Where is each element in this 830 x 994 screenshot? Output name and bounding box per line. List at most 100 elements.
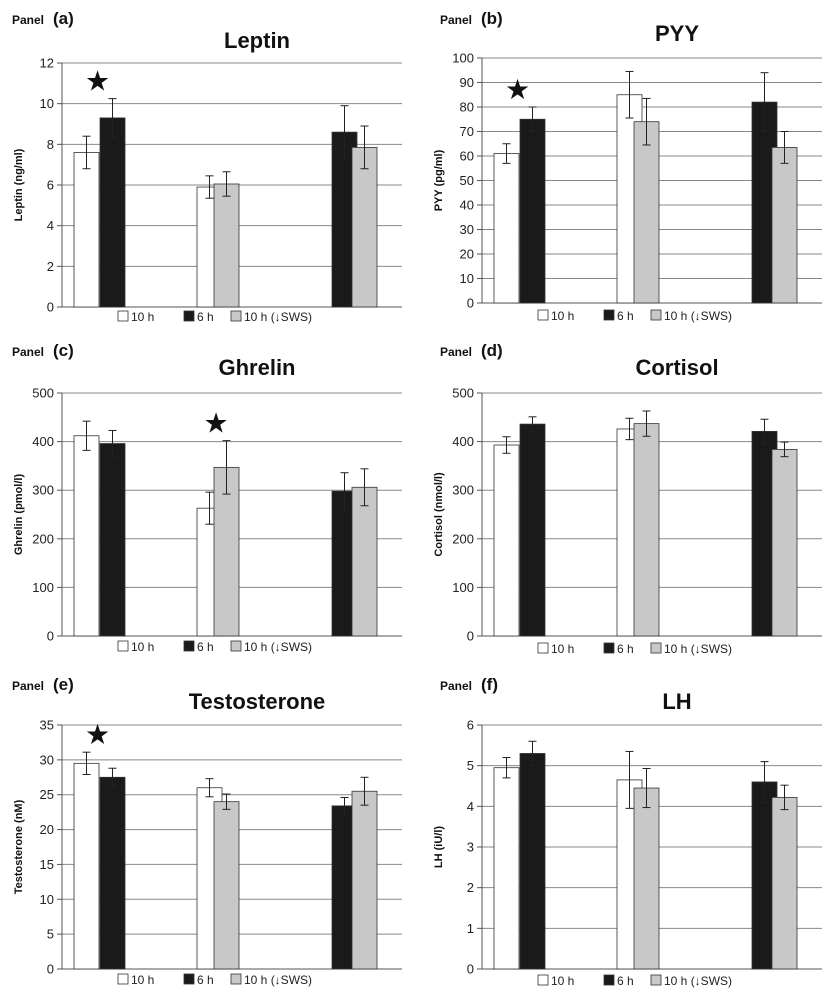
y-tick-label: 10 bbox=[40, 892, 54, 907]
y-tick-label: 80 bbox=[460, 100, 474, 115]
panel-f: Panel (f) LH 0 1 2 3 4 5 6 LH (iU/l) 10 h 6 h 10 h (↓… bbox=[433, 675, 822, 988]
significance-star: ★ bbox=[85, 65, 110, 98]
legend-label: 6 h bbox=[617, 974, 634, 988]
y-tick-label: 400 bbox=[452, 434, 474, 449]
y-tick-label: 300 bbox=[452, 483, 474, 498]
y-tick-label: 15 bbox=[40, 857, 54, 872]
bar bbox=[213, 183, 240, 308]
y-tick-label: 90 bbox=[460, 75, 474, 90]
y-tick-label: 0 bbox=[467, 962, 474, 977]
legend-swatch bbox=[230, 640, 242, 652]
bar bbox=[99, 117, 126, 308]
legend-swatch bbox=[537, 309, 549, 321]
legend-swatch bbox=[117, 640, 129, 652]
y-tick-label: 20 bbox=[40, 822, 54, 837]
legend-label: 10 h (↓SWS) bbox=[244, 640, 312, 654]
y-axis-label: Ghrelin (pmol/l) bbox=[13, 474, 25, 556]
legend-label: 10 h bbox=[551, 974, 574, 988]
bar bbox=[519, 118, 546, 304]
bar bbox=[73, 435, 100, 637]
panel-letter: (f) bbox=[481, 675, 498, 694]
legend-label: 10 h bbox=[131, 640, 154, 654]
y-tick-label: 200 bbox=[452, 531, 474, 546]
y-axis-label: Testosterone (nM) bbox=[13, 799, 25, 894]
chart-title: Leptin bbox=[224, 28, 290, 53]
y-tick-label: 6 bbox=[467, 718, 474, 733]
panel-label: Panel bbox=[440, 679, 472, 693]
y-tick-label: 100 bbox=[32, 580, 54, 595]
y-tick-label: 200 bbox=[32, 531, 54, 546]
legend-label: 6 h bbox=[197, 310, 214, 324]
y-tick-label: 4 bbox=[467, 799, 474, 814]
y-tick-label: 35 bbox=[40, 718, 54, 733]
y-tick-label: 5 bbox=[467, 758, 474, 773]
y-tick-label: 0 bbox=[47, 962, 54, 977]
y-tick-label: 100 bbox=[452, 580, 474, 595]
y-tick-label: 500 bbox=[452, 386, 474, 401]
legend-swatch bbox=[537, 974, 549, 986]
y-tick-label: 30 bbox=[460, 222, 474, 237]
panel-label: Panel bbox=[440, 345, 472, 359]
panel-letter: (c) bbox=[53, 341, 74, 360]
bar bbox=[771, 448, 798, 637]
panel-b: Panel (b) PYY 0 10 20 30 40 50 60 70 80 90 100 PYY (pg… bbox=[433, 9, 822, 323]
legend-label: 10 h (↓SWS) bbox=[664, 642, 732, 656]
panel-d: Panel (d) Cortisol 0 100 200 300 400 500 Cortisol… bbox=[433, 341, 822, 656]
legend-label: 10 h (↓SWS) bbox=[664, 309, 732, 323]
y-tick-label: 300 bbox=[32, 483, 54, 498]
bar bbox=[771, 147, 798, 304]
legend-swatch bbox=[603, 642, 615, 654]
legend: 10 h 6 h 10 h (↓SWS) bbox=[537, 974, 732, 988]
legend-swatch bbox=[537, 642, 549, 654]
y-tick-label: 4 bbox=[47, 218, 54, 233]
y-tick-label: 5 bbox=[47, 927, 54, 942]
y-tick-label: 0 bbox=[467, 296, 474, 311]
y-tick-label: 10 bbox=[460, 271, 474, 286]
y-tick-label: 50 bbox=[460, 173, 474, 188]
y-tick-label: 2 bbox=[467, 880, 474, 895]
legend: 10 h 6 h 10 h (↓SWS) bbox=[117, 640, 312, 654]
bar bbox=[351, 146, 378, 308]
legend-swatch bbox=[603, 309, 615, 321]
chart-title: Cortisol bbox=[635, 355, 718, 380]
significance-star: ★ bbox=[85, 718, 110, 751]
y-tick-label: 30 bbox=[40, 752, 54, 767]
y-tick-label: 500 bbox=[32, 386, 54, 401]
y-tick-label: 25 bbox=[40, 787, 54, 802]
panel-letter: (d) bbox=[481, 341, 503, 360]
panel-label: Panel bbox=[12, 13, 44, 27]
bar bbox=[493, 767, 520, 970]
y-axis-label: Cortisol (nmol/l) bbox=[433, 472, 445, 557]
bar bbox=[633, 121, 660, 304]
legend-label: 6 h bbox=[197, 640, 214, 654]
y-tick-label: 400 bbox=[32, 434, 54, 449]
legend-label: 10 h bbox=[131, 973, 154, 987]
legend-swatch bbox=[183, 973, 195, 985]
legend-swatch bbox=[603, 974, 615, 986]
legend-label: 6 h bbox=[197, 973, 214, 987]
legend-label: 10 h bbox=[551, 642, 574, 656]
y-tick-label: 12 bbox=[40, 56, 54, 71]
legend-swatch bbox=[230, 310, 242, 322]
legend-swatch bbox=[183, 640, 195, 652]
legend-label: 10 h (↓SWS) bbox=[664, 974, 732, 988]
panel-letter: (b) bbox=[481, 9, 503, 28]
y-tick-label: 10 bbox=[40, 96, 54, 111]
y-tick-label: 8 bbox=[47, 137, 54, 152]
y-tick-label: 100 bbox=[452, 51, 474, 66]
bar bbox=[73, 762, 100, 970]
y-axis-label: LH (iU/l) bbox=[433, 826, 445, 868]
y-tick-label: 0 bbox=[467, 629, 474, 644]
y-tick-label: 6 bbox=[47, 178, 54, 193]
bar bbox=[771, 796, 798, 970]
legend: 10 h 6 h 10 h (↓SWS) bbox=[537, 642, 732, 656]
panel-letter: (e) bbox=[53, 675, 74, 694]
chart-title: LH bbox=[662, 689, 691, 714]
y-tick-label: 0 bbox=[47, 300, 54, 315]
y-tick-label: 20 bbox=[460, 247, 474, 262]
panel-label: Panel bbox=[12, 345, 44, 359]
y-tick-label: 1 bbox=[467, 921, 474, 936]
legend-label: 10 h (↓SWS) bbox=[244, 310, 312, 324]
legend-swatch bbox=[117, 310, 129, 322]
